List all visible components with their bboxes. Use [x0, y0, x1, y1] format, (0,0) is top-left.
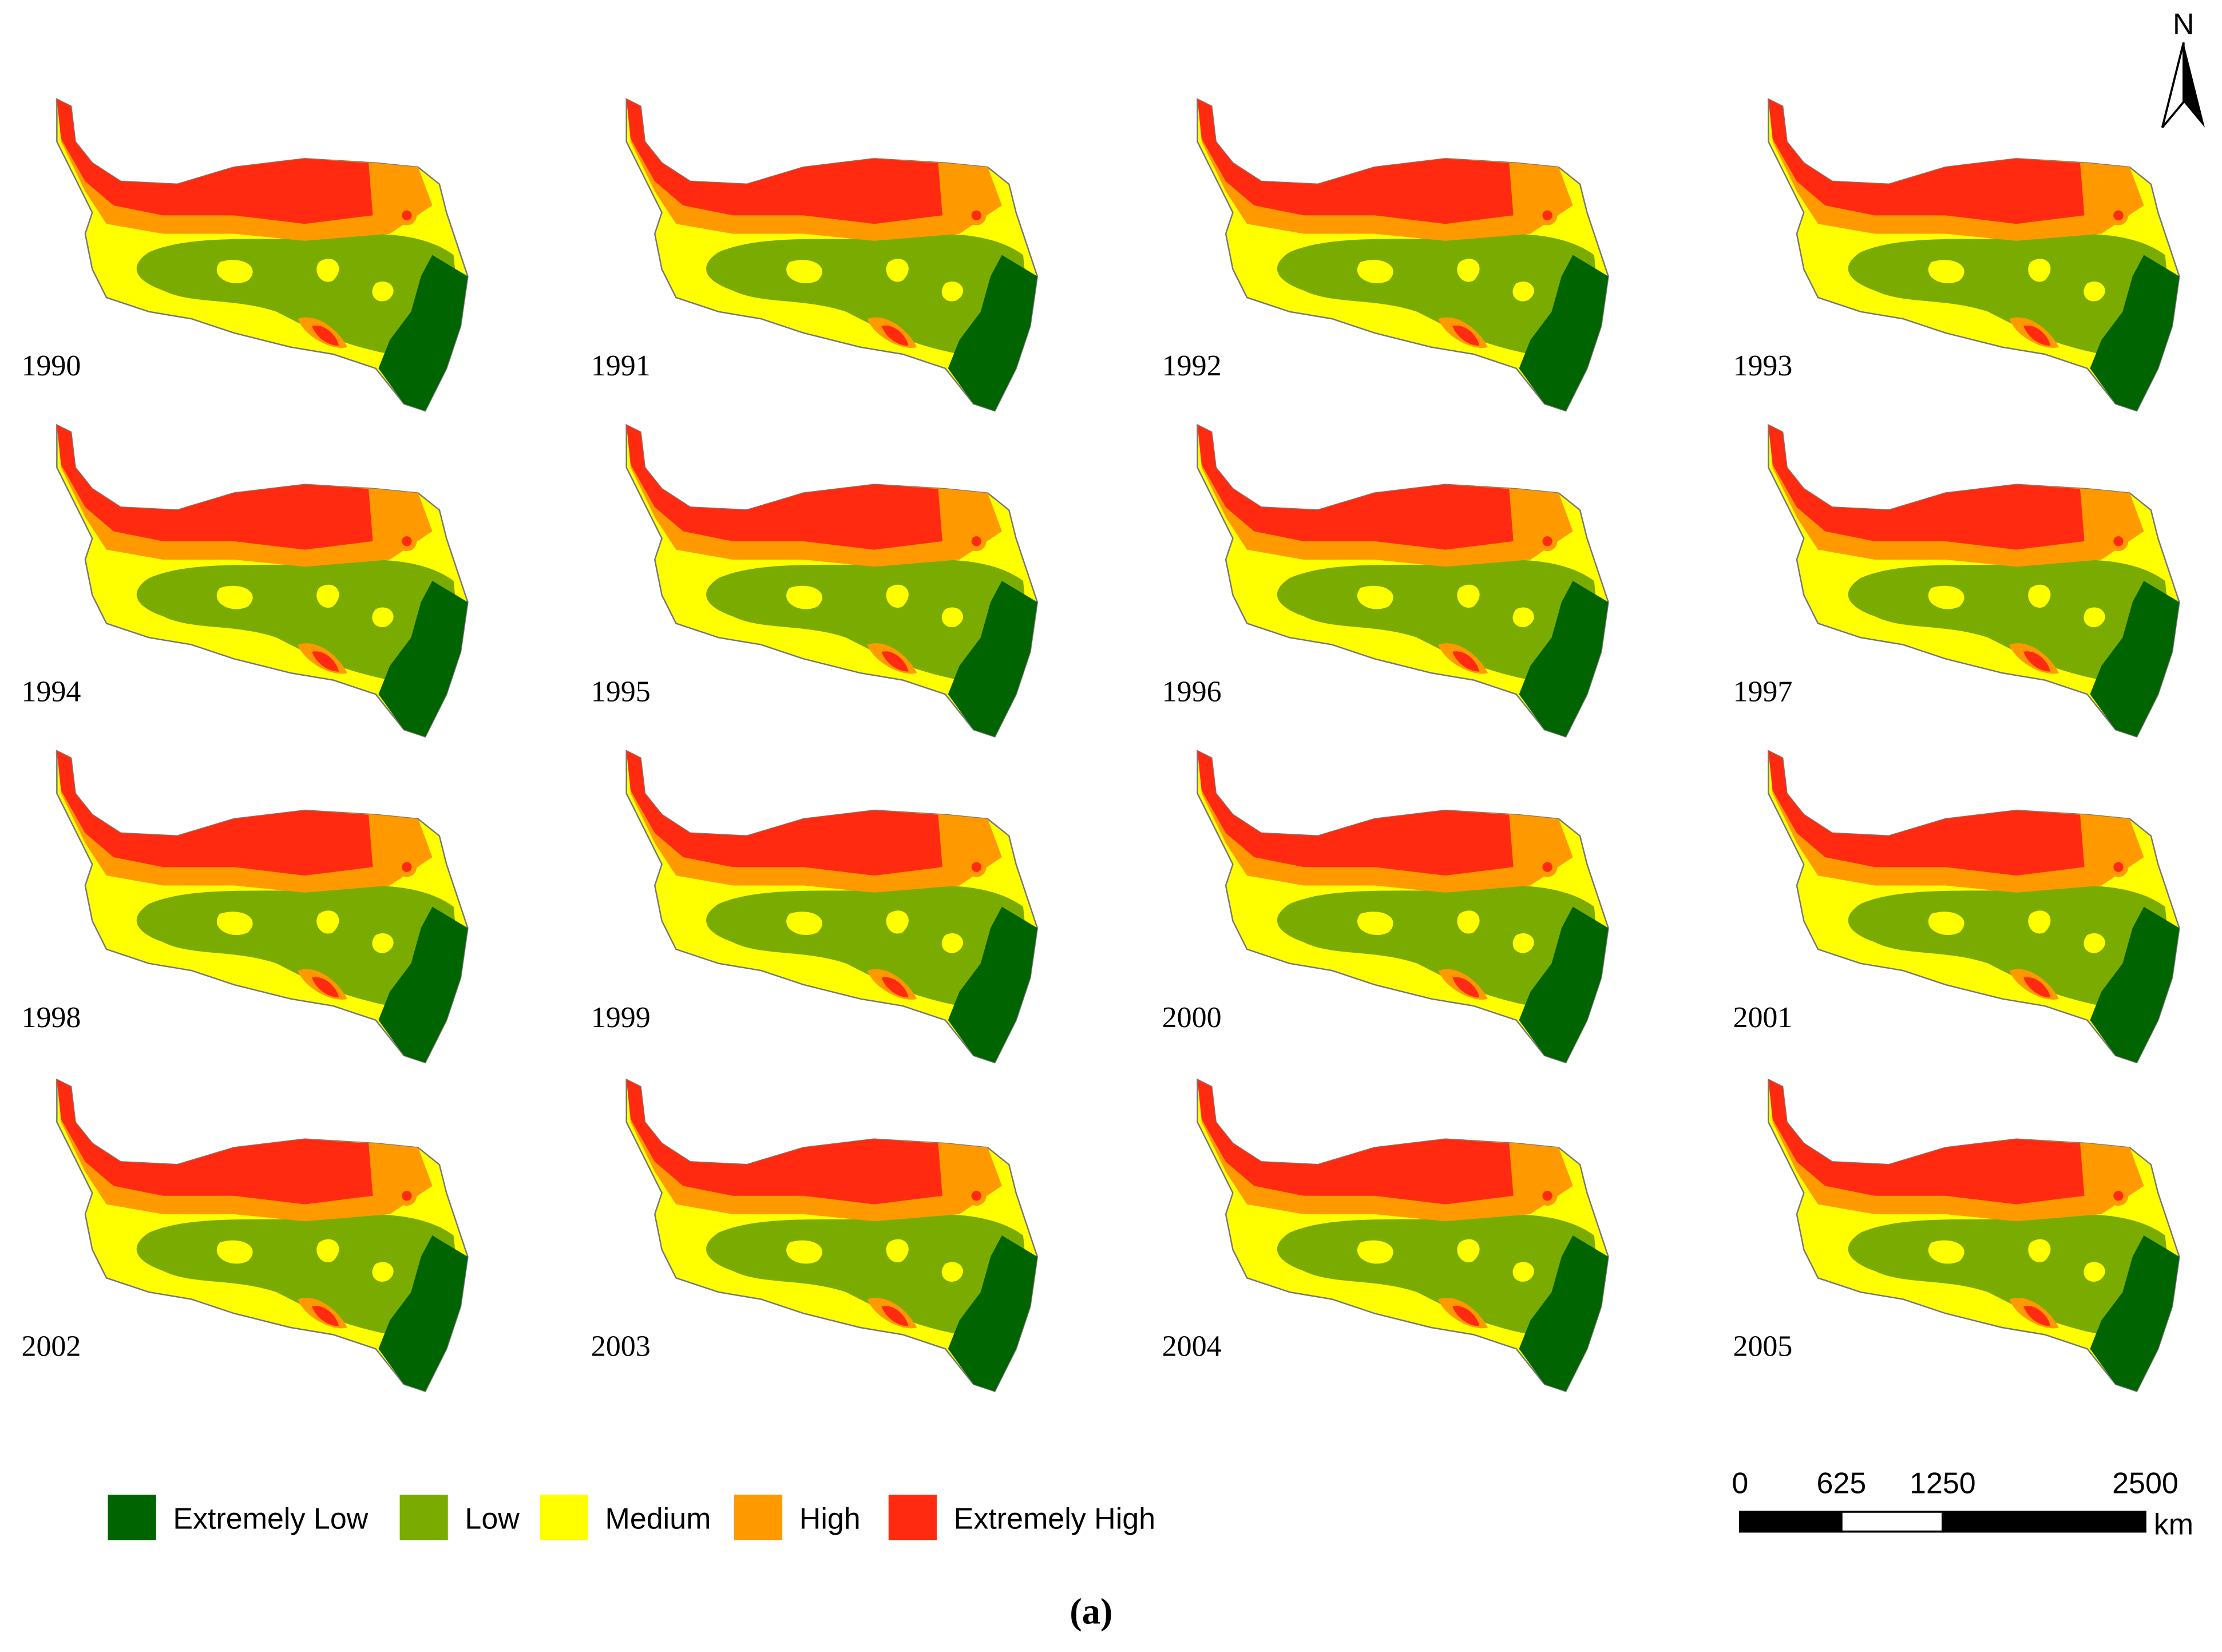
scale-label: 625 [1817, 1467, 1867, 1500]
map-panel [1768, 424, 2180, 738]
year-label: 1993 [1733, 350, 1792, 382]
year-label: 2005 [1733, 1330, 1792, 1363]
legend-label: Extremely High [954, 1503, 1155, 1536]
legend-label: Low [465, 1503, 520, 1536]
year-label: 1997 [1733, 676, 1792, 708]
map-panel [56, 750, 469, 1064]
legend-swatch [734, 1495, 783, 1540]
year-label: 2003 [591, 1330, 651, 1363]
legend-label: High [799, 1503, 861, 1536]
legend-swatch [540, 1495, 588, 1540]
year-label: 2000 [1162, 1001, 1222, 1034]
year-label: 2002 [21, 1330, 81, 1363]
year-label: 1990 [21, 350, 81, 382]
legend-swatch [108, 1495, 156, 1540]
map-panel [1768, 98, 2180, 412]
scale-segment [1942, 1511, 2146, 1533]
map-panel [1197, 98, 1609, 412]
map-grid: 1990 1991 1992 1993 1994 1995 1996 1997 1998 1999… [21, 98, 2180, 1392]
map-panel [1197, 424, 1609, 738]
map-panel [56, 1079, 469, 1392]
map-panel [1768, 1079, 2180, 1392]
legend: Extremely Low Low Medium High Extremely High [108, 1495, 1155, 1540]
scale-segment [1840, 1511, 1944, 1533]
map-panel [1768, 750, 2180, 1064]
north-label: N [2173, 7, 2195, 41]
map-panel [1197, 1079, 1609, 1392]
scale-label: 0 [1732, 1467, 1748, 1500]
scale-unit: km [2154, 1508, 2193, 1541]
year-label: 2001 [1733, 1001, 1792, 1034]
map-panel [625, 98, 1038, 412]
map-panel [625, 1079, 1038, 1392]
north-arrow: N [2161, 7, 2205, 129]
map-panel [56, 424, 469, 738]
year-label: 1991 [591, 350, 651, 382]
year-label: 1998 [21, 1001, 81, 1034]
scale-bar: 0 625 1250 2500 km [1732, 1467, 2193, 1542]
legend-label: Extremely Low [173, 1503, 368, 1536]
year-label: 1995 [591, 676, 651, 708]
year-label: 1999 [591, 1001, 651, 1034]
year-label: 1994 [21, 676, 81, 708]
year-label: 1996 [1162, 676, 1222, 708]
legend-swatch [888, 1495, 937, 1540]
scale-label: 2500 [2112, 1467, 2179, 1500]
caption: (a) [1070, 1591, 1112, 1631]
year-label: 2004 [1162, 1330, 1222, 1363]
map-panel [1197, 750, 1609, 1064]
map-panel [625, 424, 1038, 738]
legend-label: Medium [605, 1503, 711, 1536]
scale-segment [1738, 1511, 1843, 1533]
legend-swatch [399, 1495, 448, 1540]
year-label: 1992 [1162, 350, 1222, 382]
map-panel [625, 750, 1038, 1064]
scale-label: 1250 [1910, 1467, 1976, 1500]
map-panel [56, 98, 469, 412]
